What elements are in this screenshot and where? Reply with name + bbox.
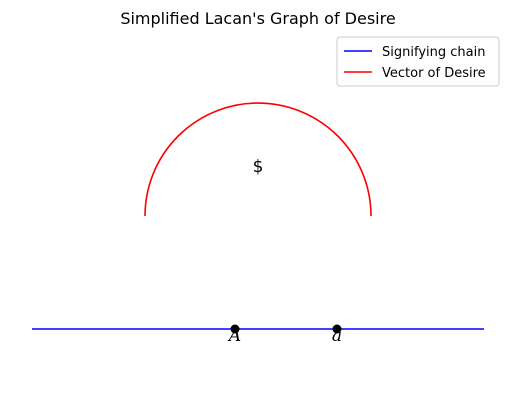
point-small-a (332, 324, 342, 334)
subject-label: $ (253, 157, 264, 177)
point-small-a-label: a (332, 326, 342, 346)
legend-label-signifying-chain: Signifying chain (382, 45, 485, 60)
diagram-title: Simplified Lacan's Graph of Desire (120, 9, 395, 28)
point-big-a (230, 324, 240, 334)
legend-label-vector-of-desire: Vector of Desire (382, 66, 486, 81)
legend: Signifying chain Vector of Desire (336, 36, 500, 87)
vector-of-desire-arc (144, 102, 372, 217)
legend-box (336, 36, 500, 87)
point-big-a-label: A (227, 326, 241, 346)
